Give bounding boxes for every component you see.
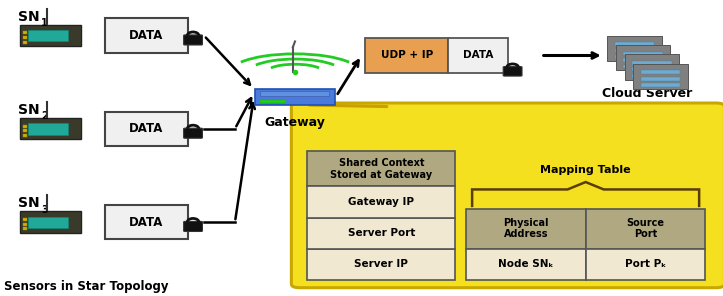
Bar <box>632 67 672 71</box>
Bar <box>23 31 27 34</box>
Text: SN: SN <box>18 10 40 24</box>
Bar <box>307 151 455 186</box>
Bar <box>641 83 680 87</box>
Text: Server IP: Server IP <box>354 259 408 269</box>
Bar <box>20 25 81 46</box>
Bar <box>260 91 329 96</box>
Bar <box>448 38 508 73</box>
Bar <box>615 55 654 59</box>
Text: DATA: DATA <box>129 29 163 42</box>
Bar <box>466 209 586 249</box>
Bar <box>23 36 27 39</box>
Text: SN: SN <box>18 196 40 210</box>
Bar <box>23 227 27 230</box>
Text: Cloud Server: Cloud Server <box>602 87 692 100</box>
Bar <box>633 64 688 89</box>
Text: 2: 2 <box>41 111 48 121</box>
Bar <box>623 65 663 68</box>
Bar <box>105 112 188 146</box>
Text: Gateway: Gateway <box>265 116 325 129</box>
Bar <box>20 211 81 233</box>
Bar <box>365 38 448 73</box>
FancyBboxPatch shape <box>184 128 202 138</box>
Text: 3: 3 <box>41 205 48 215</box>
FancyBboxPatch shape <box>184 221 202 231</box>
FancyBboxPatch shape <box>503 67 522 76</box>
FancyBboxPatch shape <box>291 103 723 288</box>
Text: 1: 1 <box>41 18 48 28</box>
Bar <box>586 249 705 280</box>
Bar <box>616 45 670 70</box>
Bar <box>23 134 27 137</box>
Text: DATA: DATA <box>129 215 163 229</box>
Bar <box>307 186 455 218</box>
Bar <box>260 100 286 103</box>
Bar <box>615 49 654 52</box>
Bar <box>623 52 663 55</box>
Text: Server Port: Server Port <box>348 228 415 238</box>
Bar <box>28 123 68 135</box>
Bar <box>623 58 663 62</box>
Bar <box>255 89 335 105</box>
Bar <box>307 249 455 280</box>
Bar <box>307 218 455 249</box>
Bar <box>625 54 679 80</box>
Bar <box>23 218 27 221</box>
Text: Source
Port: Source Port <box>626 218 664 239</box>
Bar <box>632 61 672 65</box>
Bar <box>466 249 586 280</box>
Text: Port Pₖ: Port Pₖ <box>625 259 666 269</box>
Text: Node SNₖ: Node SNₖ <box>498 259 554 269</box>
Bar <box>105 18 188 52</box>
Bar <box>28 217 68 228</box>
Bar <box>20 118 81 139</box>
Bar <box>23 41 27 44</box>
Text: Gateway IP: Gateway IP <box>348 197 414 207</box>
Text: Sensors in Star Topology: Sensors in Star Topology <box>4 280 168 293</box>
Text: Shared Context
Stored at Gateway: Shared Context Stored at Gateway <box>330 158 432 179</box>
Bar <box>641 77 680 81</box>
Text: SN: SN <box>18 103 40 117</box>
Text: Physical
Address: Physical Address <box>503 218 549 239</box>
Text: UDP + IP: UDP + IP <box>380 51 433 60</box>
Bar <box>607 36 662 61</box>
Text: Mapping Table: Mapping Table <box>540 165 631 175</box>
Bar <box>641 70 680 74</box>
Bar <box>23 223 27 226</box>
FancyBboxPatch shape <box>184 35 202 45</box>
Text: DATA: DATA <box>129 122 163 135</box>
Text: DATA: DATA <box>463 51 494 60</box>
Bar <box>615 42 654 46</box>
Bar <box>28 30 68 41</box>
Bar <box>586 209 705 249</box>
Bar <box>105 205 188 239</box>
Bar <box>23 129 27 132</box>
Bar <box>632 74 672 78</box>
Bar <box>23 125 27 128</box>
